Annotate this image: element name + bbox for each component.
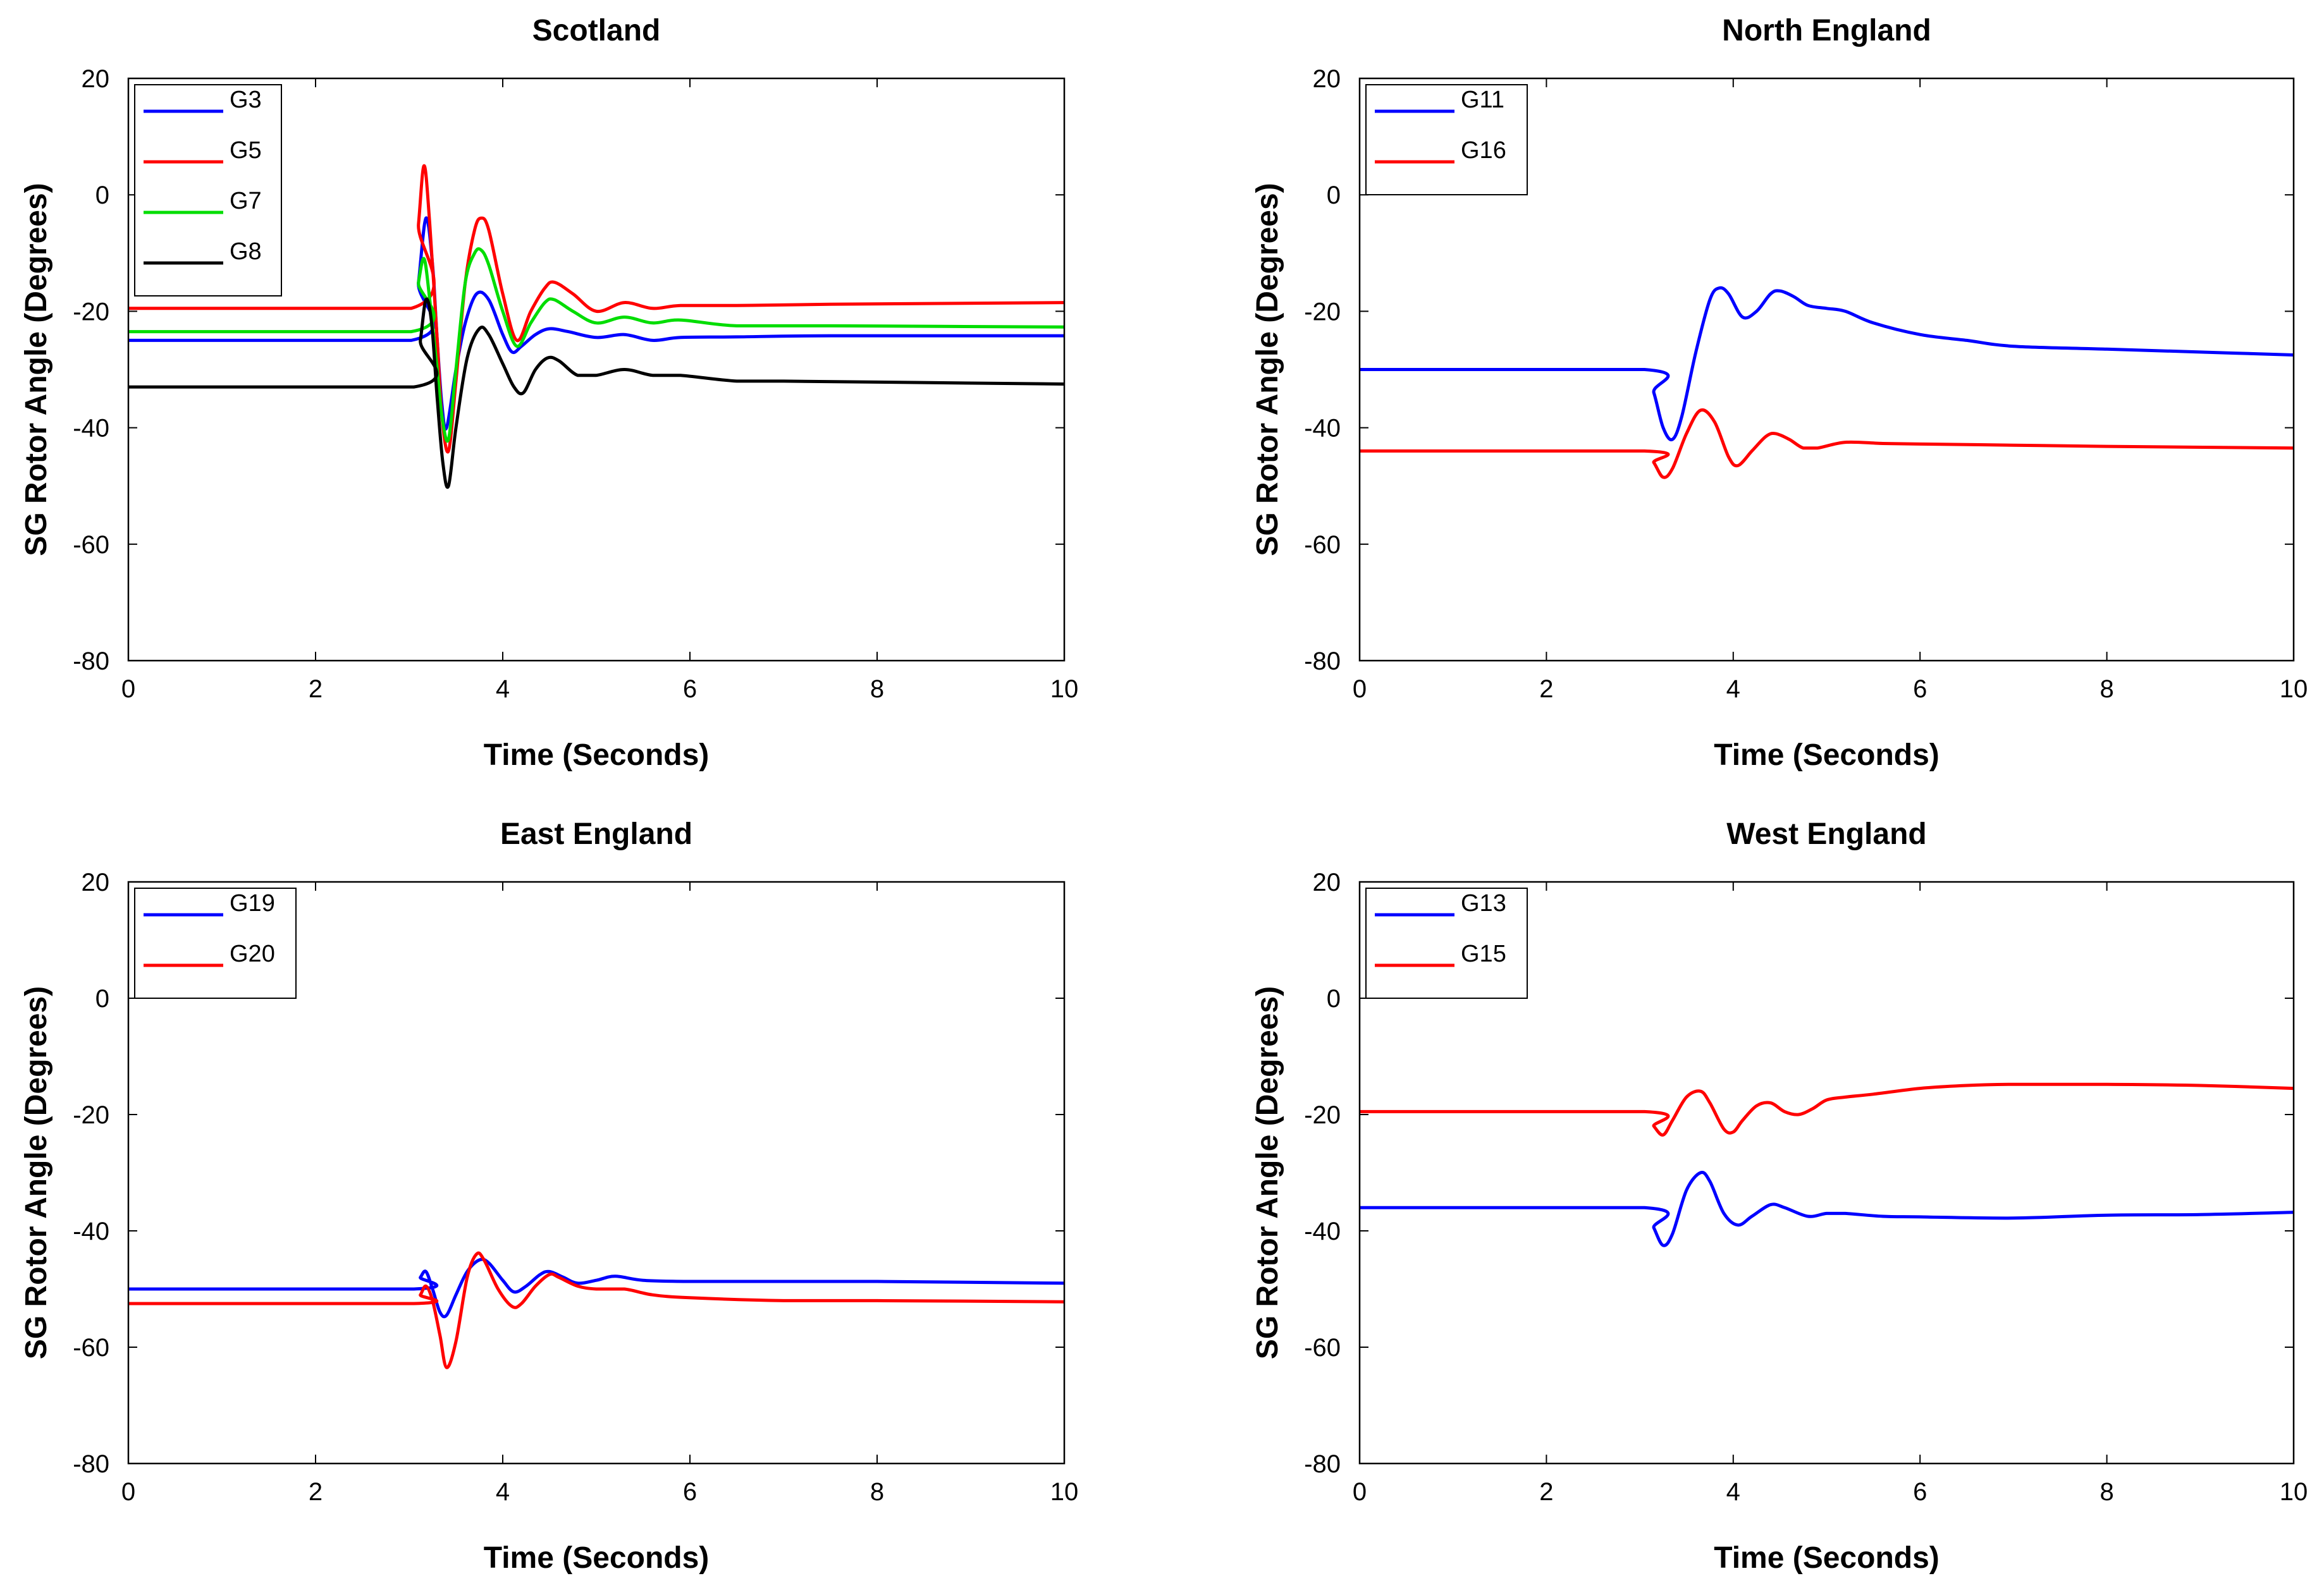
y-tick-label: -80: [1304, 1450, 1341, 1478]
x-tick-label: 8: [870, 675, 884, 703]
legend-box: [1365, 84, 1528, 195]
y-tick-label: -60: [73, 531, 109, 559]
chart-title: West England: [1726, 817, 1926, 851]
x-axis-label: Time (Seconds): [1714, 738, 1940, 772]
y-tick-label: -40: [73, 415, 109, 443]
y-tick-label: 20: [1313, 869, 1341, 896]
y-tick-label: 0: [1327, 985, 1341, 1013]
chart-title: North England: [1722, 14, 1931, 47]
legend-label-g7: G7: [230, 188, 262, 214]
legend-label-g3: G3: [230, 87, 262, 113]
x-tick-label: 6: [683, 675, 697, 703]
legend-label-g8: G8: [230, 238, 262, 265]
plot-frame: [127, 881, 1066, 1465]
series-line-g16: [1360, 408, 2294, 479]
x-tick-label: 4: [1726, 675, 1740, 703]
legend: G11 G16: [1365, 84, 1528, 195]
x-tick-label: 8: [2100, 1478, 2113, 1506]
x-tick-label: 4: [1726, 1478, 1740, 1506]
legend-label-g5: G5: [230, 137, 262, 164]
y-axis-label: SG Rotor Angle (Degrees): [20, 986, 53, 1359]
series-line-g11: [1360, 286, 2294, 442]
y-axis-label: SG Rotor Angle (Degrees): [20, 183, 53, 556]
legend-label-g16: G16: [1461, 137, 1506, 164]
y-tick-label: 0: [95, 985, 109, 1013]
legend-label-g11: G11: [1461, 87, 1504, 113]
y-tick-label: -40: [1304, 1218, 1341, 1245]
y-tick-label: -40: [73, 1218, 109, 1245]
x-axis-label: Time (Seconds): [1714, 1541, 1940, 1575]
x-tick-label: 0: [1353, 675, 1367, 703]
x-tick-label: 0: [1353, 1478, 1367, 1506]
x-tick-label: 6: [1913, 675, 1927, 703]
chart-title: East England: [500, 817, 692, 851]
plot-frame: [1358, 77, 2295, 662]
y-tick-label: 20: [82, 869, 110, 896]
y-tick-label: -60: [73, 1334, 109, 1362]
y-tick-label: 20: [1313, 65, 1341, 93]
y-tick-label: -60: [1304, 531, 1341, 559]
x-tick-label: 0: [121, 675, 135, 703]
legend: G3 G5 G7 G8: [134, 84, 282, 296]
y-tick-label: 0: [1327, 181, 1341, 209]
x-tick-label: 2: [1539, 675, 1553, 703]
legend-label-g15: G15: [1461, 941, 1506, 967]
y-axis-label: SG Rotor Angle (Degrees): [1251, 986, 1284, 1359]
y-tick-label: 20: [82, 65, 110, 93]
series-line-g19: [128, 1257, 1064, 1319]
x-tick-label: 6: [683, 1478, 697, 1506]
y-tick-label: -80: [73, 647, 109, 675]
legend-box: [1365, 888, 1528, 999]
legend: G19 G20: [134, 888, 297, 999]
chart-title: Scotland: [532, 14, 661, 47]
y-tick-label: -20: [1304, 1101, 1341, 1129]
y-tick-label: 0: [95, 181, 109, 209]
x-tick-label: 4: [496, 1478, 510, 1506]
series-line-g20: [128, 1251, 1064, 1369]
chart-panel-3: East England 0 2 4 6 8 10 -80 -60 -40 -20 0 20 Time (…: [20, 817, 1078, 1575]
y-tick-label: -80: [1304, 647, 1341, 675]
legend-label-g20: G20: [230, 941, 275, 967]
chart-panel-4: West England 0 2 4 6 8 10 -80 -60 -40 -20 0 20 Time (…: [1251, 817, 2308, 1575]
x-tick-label: 10: [1050, 675, 1079, 703]
x-tick-label: 10: [1050, 1478, 1079, 1506]
legend-label-g13: G13: [1461, 890, 1506, 917]
plot-frame: [127, 77, 1066, 662]
x-tick-label: 2: [309, 675, 323, 703]
y-tick-label: -20: [73, 298, 109, 326]
series-line-g8: [128, 297, 1064, 489]
y-tick-label: -20: [73, 1101, 109, 1129]
y-tick-label: -40: [1304, 415, 1341, 443]
series-line-g13: [1360, 1171, 2294, 1247]
y-tick-label: -20: [1304, 298, 1341, 326]
x-tick-label: 4: [496, 675, 510, 703]
x-tick-label: 8: [870, 1478, 884, 1506]
x-tick-label: 8: [2100, 675, 2113, 703]
series-line-g5: [128, 164, 1064, 454]
y-tick-label: -60: [1304, 1334, 1341, 1362]
x-axis-label: Time (Seconds): [484, 1541, 710, 1575]
x-tick-label: 0: [121, 1478, 135, 1506]
x-tick-label: 2: [1539, 1478, 1553, 1506]
series-line-g15: [1360, 1082, 2294, 1137]
x-tick-label: 2: [309, 1478, 323, 1506]
x-axis-label: Time (Seconds): [484, 738, 710, 772]
plot-frame: [1358, 881, 2295, 1465]
x-tick-label: 10: [2280, 1478, 2308, 1506]
chart-panel-2: North England 0 2 4 6 8 10 -80 -60 -40 -20 0 20 Time …: [1251, 14, 2308, 772]
legend-label-g19: G19: [230, 890, 275, 917]
series-line-g3: [128, 216, 1064, 431]
legend-box: [134, 888, 297, 999]
y-tick-label: -80: [73, 1450, 109, 1478]
series-line-g7: [128, 247, 1064, 443]
x-tick-label: 10: [2280, 675, 2308, 703]
legend: G13 G15: [1365, 888, 1528, 999]
x-tick-label: 6: [1913, 1478, 1927, 1506]
legend-box: [134, 84, 282, 296]
chart-panel-1: Scotland 0 2 4 6 8 10 -80 -60 -40 -20 0 20 Time (Seco…: [20, 14, 1078, 772]
y-axis-label: SG Rotor Angle (Degrees): [1251, 183, 1284, 556]
